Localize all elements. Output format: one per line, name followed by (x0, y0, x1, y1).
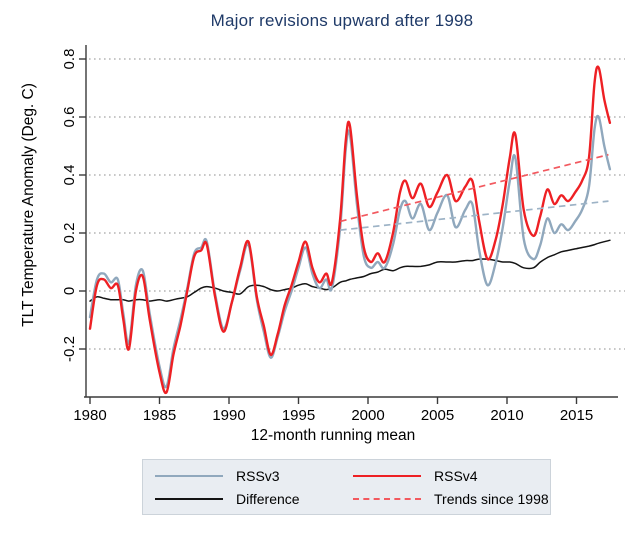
legend-label-rssv4: RSSv4 (434, 467, 478, 484)
data-series (88, 65, 612, 395)
difference-line-swatch (155, 497, 223, 500)
rssv3-line-swatch (155, 474, 223, 477)
rssv4-line-swatch (353, 474, 421, 477)
svg-text:2015: 2015 (560, 407, 593, 424)
y-axis-title: TLT Temperature Anomaly (Deg. C) (20, 83, 37, 327)
svg-text:0: 0 (61, 287, 78, 295)
svg-text:-0.2: -0.2 (61, 336, 78, 362)
series-difference (89, 239, 611, 302)
trend-trend_v3 (340, 200, 609, 231)
svg-text:1995: 1995 (282, 407, 315, 424)
svg-text:0.6: 0.6 (61, 107, 78, 128)
legend-label-difference: Difference (236, 490, 300, 507)
legend: RSSv3 RSSv4 Difference Trends since 1998 (142, 459, 551, 515)
trend-lines (339, 153, 609, 231)
legend-item-rssv3: RSSv3 (155, 468, 353, 484)
chart-title: Major revisions upward after 1998 (210, 11, 474, 30)
series-rssv4 (88, 65, 612, 395)
svg-text:0.8: 0.8 (61, 49, 78, 70)
svg-text:1990: 1990 (212, 407, 245, 424)
tick-labels: -0.2 0 0.2 0.4 0.6 0.8 1980 1985 1990 1995 2000 200… (61, 49, 593, 424)
axes (79, 45, 618, 404)
trend-trend_v4 (339, 153, 609, 223)
svg-text:1980: 1980 (73, 407, 106, 424)
legend-item-difference: Difference (155, 491, 353, 507)
plot-area: -0.2 0 0.2 0.4 0.6 0.8 1980 1985 1990 1995 2000 200… (20, 45, 625, 444)
legend-item-trends: Trends since 1998 (353, 491, 550, 507)
x-axis-title: 12-month running mean (251, 427, 416, 444)
svg-text:2005: 2005 (421, 407, 454, 424)
svg-text:2000: 2000 (351, 407, 384, 424)
svg-text:1985: 1985 (143, 407, 176, 424)
svg-text:2010: 2010 (490, 407, 523, 424)
trend-dashed-line-swatch (353, 497, 421, 500)
svg-text:0.4: 0.4 (61, 165, 78, 186)
legend-item-rssv4: RSSv4 (353, 468, 550, 484)
legend-label-rssv3: RSSv3 (236, 467, 280, 484)
legend-label-trends: Trends since 1998 (434, 490, 549, 507)
svg-text:0.2: 0.2 (61, 223, 78, 244)
series-rssv3 (88, 114, 612, 389)
